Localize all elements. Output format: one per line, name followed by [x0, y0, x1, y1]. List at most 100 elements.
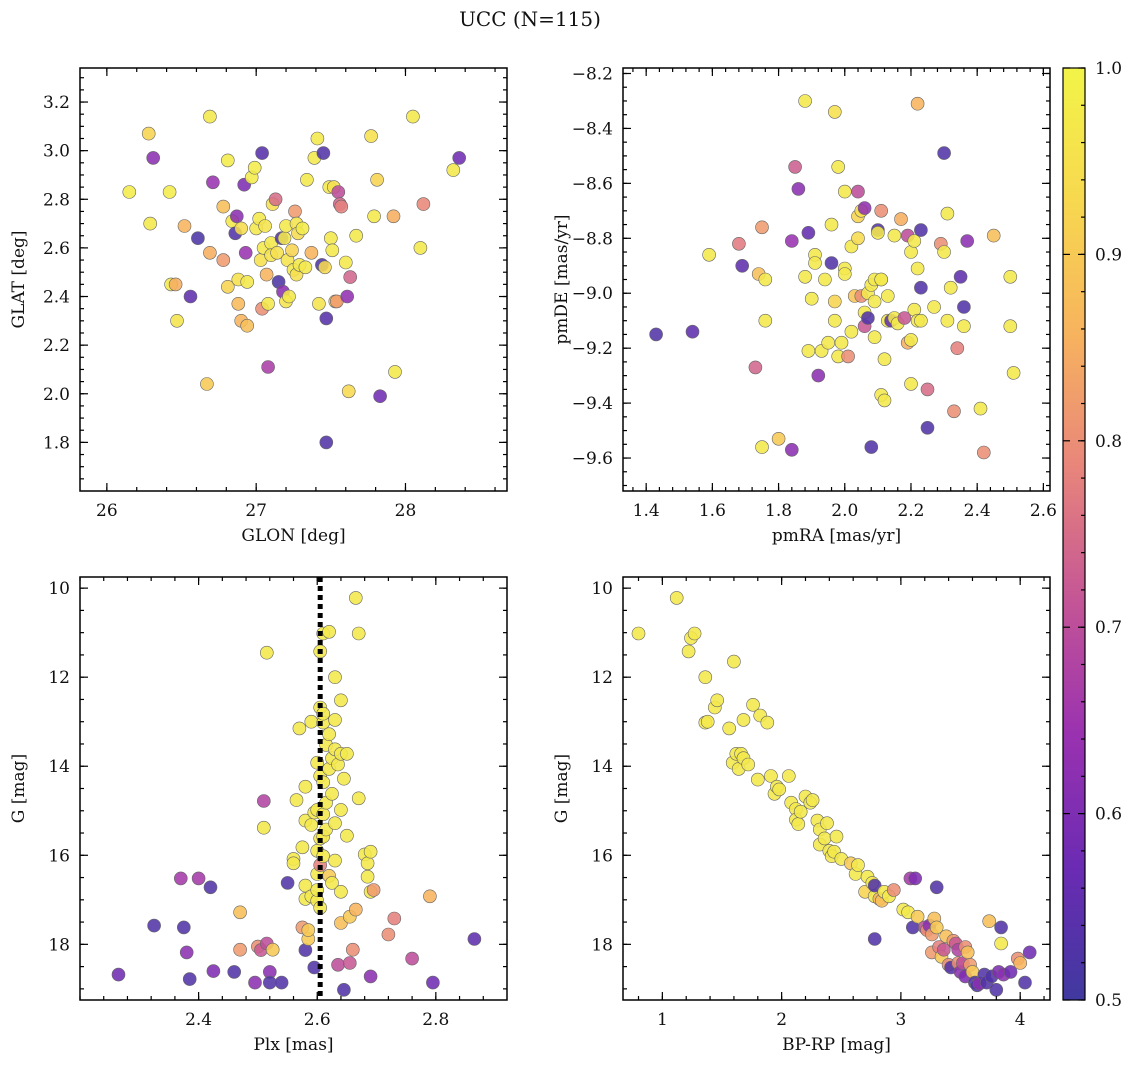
x-tick-label: 26	[96, 501, 118, 521]
data-point	[904, 377, 918, 391]
data-point	[265, 942, 280, 957]
data-point	[280, 876, 295, 890]
data-point	[914, 223, 928, 237]
data-point	[837, 267, 852, 281]
data-point	[698, 670, 713, 685]
y-axis-label: G [mag]	[552, 754, 572, 823]
data-point	[976, 445, 991, 460]
data-point	[177, 920, 191, 935]
data-point	[791, 817, 806, 831]
data-point	[310, 131, 325, 146]
data-point	[867, 878, 882, 893]
data-point	[908, 871, 923, 886]
y-tick-label: 14	[48, 757, 70, 777]
data-point	[851, 184, 865, 199]
data-point	[323, 231, 338, 245]
data-point	[841, 349, 855, 364]
data-point	[319, 311, 334, 326]
data-point	[406, 109, 420, 124]
data-point	[177, 219, 192, 233]
data-point	[1003, 319, 1018, 334]
x-tick-label: 2.2	[897, 501, 924, 521]
x-tick-label: 2.4	[185, 1010, 212, 1030]
data-point	[363, 844, 378, 859]
data-point	[772, 782, 787, 797]
data-point	[821, 335, 836, 350]
data-point	[147, 918, 161, 933]
data-point	[162, 185, 177, 199]
data-point	[334, 803, 348, 817]
data-point	[168, 277, 183, 292]
data-point	[258, 219, 272, 233]
data-point	[322, 624, 336, 639]
x-tick-label: 4	[1015, 1010, 1026, 1030]
data-point	[784, 234, 799, 248]
data-point	[285, 243, 299, 258]
data-point	[304, 714, 319, 729]
data-point	[337, 982, 351, 997]
data-point	[727, 654, 741, 669]
data-point	[282, 289, 296, 304]
y-tick-label: 10	[48, 579, 70, 599]
data-point	[957, 300, 971, 314]
data-point	[1013, 956, 1028, 970]
data-point	[319, 435, 334, 450]
data-point	[710, 693, 725, 708]
data-point	[388, 365, 402, 379]
data-point	[312, 296, 326, 311]
data-point	[318, 260, 332, 275]
data-point	[238, 246, 253, 260]
data-point	[231, 296, 246, 311]
data-point	[247, 160, 262, 175]
data-point	[363, 969, 378, 984]
data-point	[805, 793, 820, 807]
data-point	[325, 786, 339, 801]
data-point	[894, 212, 908, 226]
data-point	[141, 126, 156, 141]
data-point	[857, 201, 872, 215]
data-point	[351, 791, 366, 806]
data-point	[295, 221, 310, 236]
x-tick-label: 2.6	[1030, 501, 1057, 521]
data-point	[827, 313, 842, 328]
data-point	[936, 942, 951, 957]
data-point	[289, 793, 304, 807]
data-point	[298, 260, 313, 275]
data-point	[301, 923, 316, 937]
data-point	[191, 871, 206, 886]
x-tick-label: 2.4	[964, 501, 991, 521]
data-point	[920, 382, 935, 397]
colorbar-tick-label: 0.9	[1095, 245, 1122, 265]
data-point	[268, 192, 283, 207]
data-point	[937, 146, 951, 160]
data-point	[874, 272, 889, 287]
data-point	[871, 226, 885, 240]
data-point	[994, 920, 1008, 935]
data-point	[831, 160, 846, 174]
data-point	[829, 829, 844, 844]
data-point	[298, 878, 313, 893]
panel-1: 26 27 28 1.8 2.0 2.2 2.4 2.6 2.8 3.0 3.2 GLON [deg]…	[9, 67, 508, 546]
scatter-points	[111, 591, 482, 997]
data-point	[818, 272, 832, 287]
data-point	[334, 199, 349, 214]
data-point	[732, 237, 746, 251]
data-point	[182, 972, 197, 986]
x-axis-label: GLON [deg]	[241, 526, 345, 546]
x-tick-label: 1.4	[633, 501, 660, 521]
y-tick-label: 1.8	[43, 433, 70, 453]
x-tick-label: 1.8	[765, 501, 792, 521]
x-tick-label: 1	[657, 1010, 668, 1030]
data-point	[851, 231, 865, 246]
data-point	[681, 644, 696, 659]
panels: 26 27 28 1.8 2.0 2.2 2.4 2.6 2.8 3.0 3.2 GLON [deg]…	[9, 64, 1057, 1055]
x-tick-label: 3	[895, 1010, 906, 1030]
y-tick-label: 2.0	[43, 385, 70, 405]
data-point	[741, 757, 756, 772]
data-point	[367, 209, 381, 224]
x-axis-label: Plx [mas]	[253, 1035, 333, 1055]
data-point	[221, 279, 235, 294]
data-point	[877, 393, 892, 408]
